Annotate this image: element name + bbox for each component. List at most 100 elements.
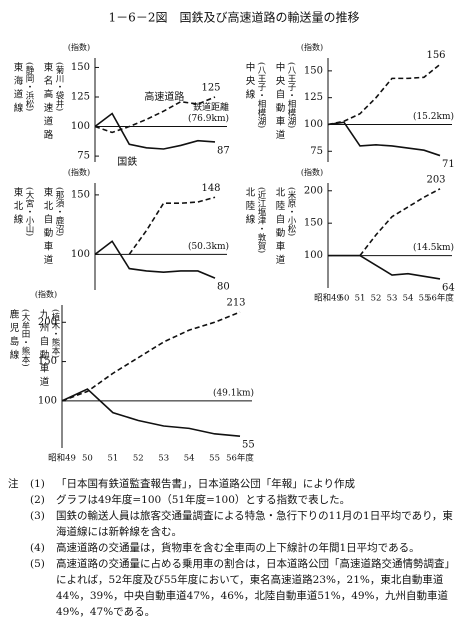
y-tick-label: 100 [304,250,323,261]
notes: 注 (1) 「日本国有鉄道監査報告書」，日本道路公団「年報」により作成 (2) グラフは… [8,476,460,620]
x-tick-label: 55 [419,294,430,304]
note-label [8,556,30,620]
end-value-label: 64 [442,282,455,293]
note-text: 国鉄の輸送人員は旅客交通量調査による特急・急行下りの11月の1日平均であり，東海… [56,510,453,538]
side-label: (静岡・浜松) [24,62,35,111]
figure-title: 1－6－2図 国鉄及び高速道路の輸送量の推移 [109,10,360,25]
y-axis-label: (指数) [301,167,323,177]
x-tick-label: 昭和49 [48,454,76,464]
note-label [8,508,30,540]
note-number: (3) [30,510,45,522]
annotation: (76.9km) [188,113,229,124]
note-number: (4) [30,542,45,554]
line-series [94,112,216,150]
line-series [359,188,441,257]
end-value-label: 71 [442,159,455,170]
y-tick-label: 75 [77,151,90,162]
side-label: (八王子・相模湖) [286,62,297,128]
end-value-label: 148 [201,183,220,194]
line-series [327,63,441,126]
x-tick-label: 昭和49 [314,294,342,304]
note-row: 注 (1) 「日本国有鉄道監査報告書」，日本道路公団「年報」により作成 [8,476,460,492]
note-number: (2) [30,494,45,506]
x-tick-label: 50 [82,454,93,464]
side-label: 東北自動車道 [42,186,54,268]
line-series [128,196,216,255]
end-value-label: 213 [226,298,245,309]
side-label: (植木・熊本) [50,309,61,358]
y-tick-label: 100 [71,249,90,260]
note-row: (3) 国鉄の輸送人員は旅客交通量調査による特急・急行下りの11月の1日平均であり… [8,508,460,540]
y-axis-label: (指数) [301,42,323,52]
side-label: (菊川・袋井) [54,62,65,111]
end-value-label: 55 [242,440,255,451]
series-label: 高速道路 [144,90,184,103]
y-tick-label: 100 [71,121,90,132]
side-label: 東名高速道路 [42,61,54,143]
note-label [8,492,30,508]
side-label: (大牟田・熊本) [20,309,31,367]
side-label: 九州自動車道 [38,308,50,390]
x-tick-label: 52 [133,454,144,464]
y-tick-label: 150 [38,356,57,367]
side-label: (米原・小松) [286,187,297,236]
figure: 1－6－2図 国鉄及び高速道路の輸送量の推移 東海道線 (静岡・浜松) 東名高速道路… [8,10,455,464]
side-label: 東北線 [12,186,24,227]
side-label: 北陸線 [244,187,256,228]
line-series [328,254,441,280]
x-tick-label: 51 [355,294,366,304]
line-series [61,388,241,438]
line-series [94,240,216,279]
y-axis-label: (指数) [68,167,90,177]
x-tick-label: 50 [339,294,350,304]
note-text: 「日本国有鉄道監査報告書」，日本道路公団「年報」により作成 [56,478,356,490]
side-label: 中央線 [244,61,256,102]
y-axis-label: (指数) [35,289,57,299]
y-tick-label: 75 [310,146,323,157]
y-tick-label: 200 [304,185,323,196]
y-axis-label: (指数) [68,42,90,52]
x-tick-label: 54 [184,454,195,464]
line-series [61,311,241,402]
x-tick-label: 56年度 [426,293,454,304]
x-tick-label: 53 [387,294,398,304]
side-label: 中央自動車道 [274,61,286,143]
note-row: (2) グラフは49年度=100（51年度=100）とする指数で表した。 [8,492,460,508]
end-value-label: 203 [426,174,445,185]
annotation: (14.5km) [413,242,454,253]
y-tick-label: 150 [71,62,90,73]
x-tick-label: 55 [209,454,220,464]
note-label: 注 [8,478,19,490]
line-series [327,121,441,157]
side-label: 東海道線 [12,61,24,116]
x-tick-label: 54 [403,294,414,304]
y-tick-label: 125 [304,92,323,103]
side-label: (八王子・相模湖) [256,62,267,128]
x-tick-label: 51 [107,454,118,464]
y-tick-label: 150 [304,218,323,229]
annotation: 鉄道距離 [193,101,229,113]
end-value-label: 156 [426,50,445,61]
note-row: (5) 高速道路の交通量に占める乗用車の割合は，日本道路公団「高速道路交通情勢調査… [8,556,460,620]
annotation: (50.3km) [188,241,229,252]
side-label: 北陸自動車道 [274,187,286,268]
y-tick-label: 100 [38,395,57,406]
y-tick-label: 100 [304,119,323,130]
side-label: (那須・鹿沼) [54,187,65,236]
y-tick-label: 200 [38,317,57,328]
line-series [94,96,216,134]
annotation: (15.2km) [413,111,454,122]
end-value-label: 80 [217,282,230,293]
note-number: (1) [30,478,45,490]
end-value-label: 125 [201,83,220,94]
y-tick-label: 150 [304,65,323,76]
x-tick-label: 56年度 [226,453,254,464]
note-number: (5) [30,558,45,570]
side-label: (大宮・小山) [24,187,35,236]
note-text: グラフは49年度=100（51年度=100）とする指数で表した。 [56,494,351,506]
side-label: (近江塩津・敦賀) [256,187,267,253]
note-text: 高速道路の交通量は，貨物車を含む全車両の上下線計の年間1日平均である。 [56,542,420,554]
note-text: 高速道路の交通量に占める乗用車の割合は，日本道路公団「高速道路交通情勢調査」によ… [56,558,455,618]
annotation: (49.1km) [213,387,254,398]
